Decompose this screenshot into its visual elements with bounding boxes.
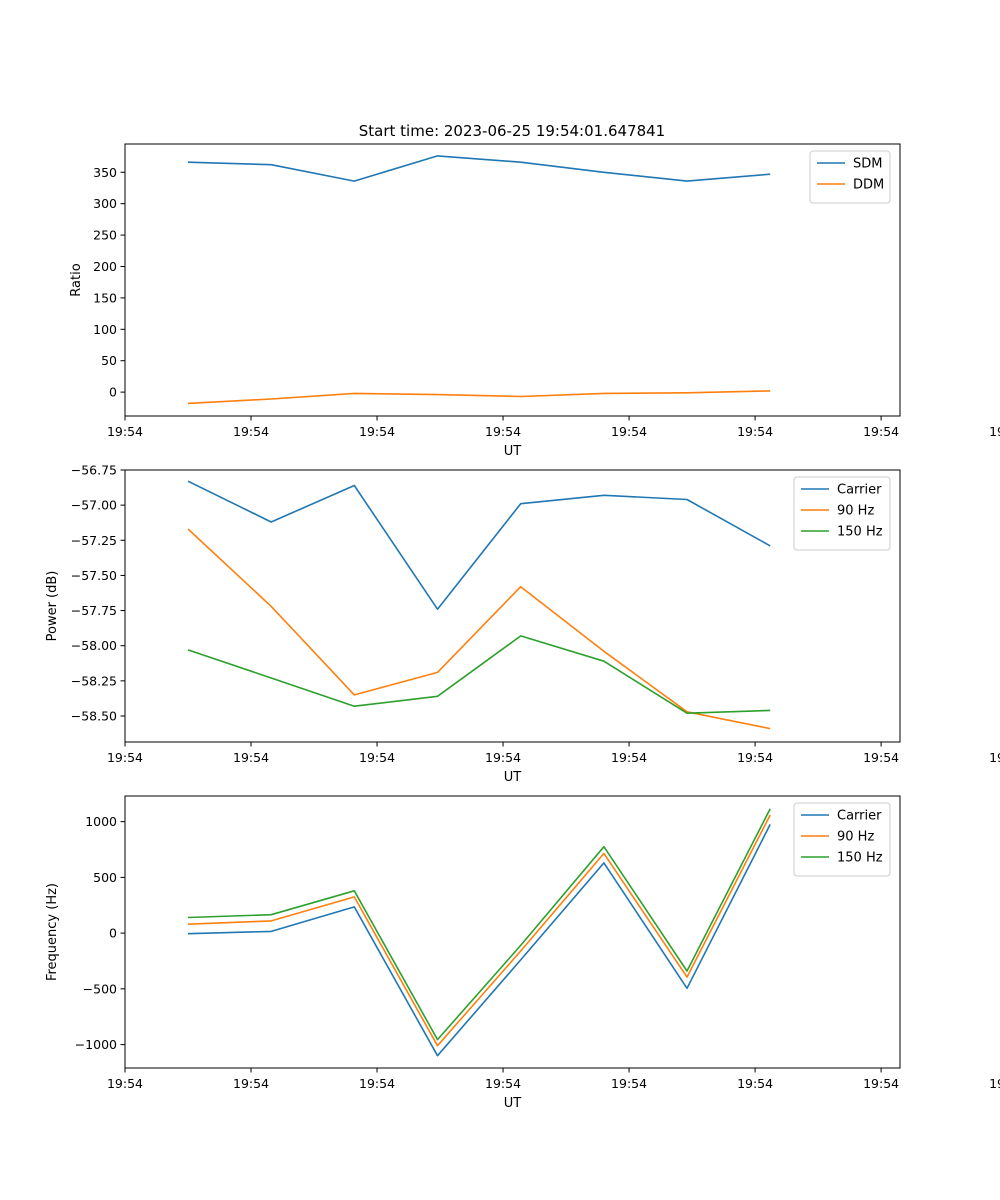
y-tick-label: 250 [93, 228, 117, 243]
x-tick-label: 19:54 [233, 424, 269, 439]
plot-panel-2: 19:54 19:54 19:54 19:54 19:54 19:54 19:54 19:55… [45, 463, 1000, 786]
legend-label: 150 Hz [837, 851, 883, 866]
x-tick-label: 19:54 [107, 750, 143, 765]
plot-panel-3: 19:54 19:54 19:54 19:54 19:54 19:54 19:54 19:55… [45, 795, 1000, 1111]
y-tick-label: 350 [93, 165, 117, 180]
y-tick-label: 1000 [85, 814, 117, 829]
x-tick-label: 19:54 [863, 424, 899, 439]
x-tick-label: 19:54 [611, 1076, 647, 1091]
y-tick-label: −1000 [75, 1037, 117, 1052]
x-tick-label: 19:54 [863, 1076, 899, 1091]
x-tick-label: 19:54 [611, 750, 647, 765]
x-tick-label: 19:54 [233, 750, 269, 765]
series-line-carrier [187, 480, 771, 611]
axes-frame [124, 469, 901, 743]
series-line-150-hz [187, 808, 771, 1041]
x-tick-label: 19:54 [359, 1076, 395, 1091]
x-tick-label: 19:54 [359, 424, 395, 439]
x-axis-label: UT [504, 1096, 522, 1111]
x-tick-label: 19:54 [233, 1076, 269, 1091]
x-tick-label: 19:54 [611, 424, 647, 439]
y-axis-label: Power (dB) [45, 571, 60, 642]
y-tick-label: −57.50 [71, 568, 117, 583]
y-tick-label: 100 [93, 322, 117, 337]
x-axis-label: UT [504, 444, 522, 459]
legend-label: Carrier [837, 483, 882, 498]
legend-label: 90 Hz [837, 504, 874, 519]
plot-panel-1: 19:54 19:54 19:54 19:54 19:54 19:54 19:54 19:55… [69, 143, 1000, 459]
x-tick-label: 19:54 [485, 750, 521, 765]
y-tick-label: −58.25 [71, 673, 117, 688]
axes-frame [124, 143, 901, 417]
legend-box [809, 150, 891, 204]
legend-label: SDM [853, 157, 882, 172]
y-tick-label: −500 [83, 981, 117, 996]
y-tick-label: 150 [93, 290, 117, 305]
y-tick-label: 0 [109, 385, 117, 400]
series-line-150-hz [187, 635, 771, 715]
x-tick-label: 19:54 [107, 1076, 143, 1091]
x-tick-label: 19:54 [737, 750, 773, 765]
series-line-ddm [187, 390, 771, 405]
y-tick-label: 500 [93, 870, 117, 885]
series-line-90-hz [187, 528, 771, 730]
x-tick-label: 19:54 [863, 750, 899, 765]
x-tick-label: 19:54 [359, 750, 395, 765]
legend: Carrier 90 Hz 150 Hz [793, 802, 891, 877]
y-tick-label: 50 [101, 353, 117, 368]
legend: SDM DDM [809, 150, 891, 204]
x-tick-label: 19:54 [485, 1076, 521, 1091]
y-tick-label: −56.75 [71, 463, 117, 478]
axes-frame [124, 795, 901, 1069]
legend-label: 150 Hz [837, 525, 883, 540]
legend-label: 90 Hz [837, 830, 874, 845]
plot-panels: 19:54 19:54 19:54 19:54 19:54 19:54 19:54 19:55… [45, 143, 1000, 1111]
x-tick-label: 19:54 [107, 424, 143, 439]
x-tick-label: 19:55 [989, 424, 1000, 439]
series-line-90-hz [187, 814, 771, 1047]
series-line-carrier [187, 824, 771, 1057]
y-tick-label: −57.00 [71, 498, 117, 513]
x-tick-label: 19:54 [737, 1076, 773, 1091]
x-tick-label: 19:54 [737, 424, 773, 439]
x-axis-label: UT [504, 770, 522, 785]
legend-label: DDM [853, 178, 884, 193]
y-tick-label: −58.50 [71, 708, 117, 723]
x-tick-label: 19:54 [485, 424, 521, 439]
y-tick-label: −58.00 [71, 638, 117, 653]
y-tick-label: 300 [93, 196, 117, 211]
y-axis-label: Frequency (Hz) [45, 883, 60, 981]
y-tick-label: −57.75 [71, 603, 117, 618]
y-tick-label: −57.25 [71, 533, 117, 548]
y-tick-label: 200 [93, 259, 117, 274]
x-tick-label: 19:55 [989, 750, 1000, 765]
series-line-sdm [187, 155, 771, 182]
y-axis-label: Ratio [69, 263, 84, 296]
x-tick-label: 19:55 [989, 1076, 1000, 1091]
chart-title: Start time: 2023-06-25 19:54:01.647841 [359, 122, 665, 140]
legend-label: Carrier [837, 809, 882, 824]
y-tick-label: 0 [109, 926, 117, 941]
legend: Carrier 90 Hz 150 Hz [793, 476, 891, 551]
